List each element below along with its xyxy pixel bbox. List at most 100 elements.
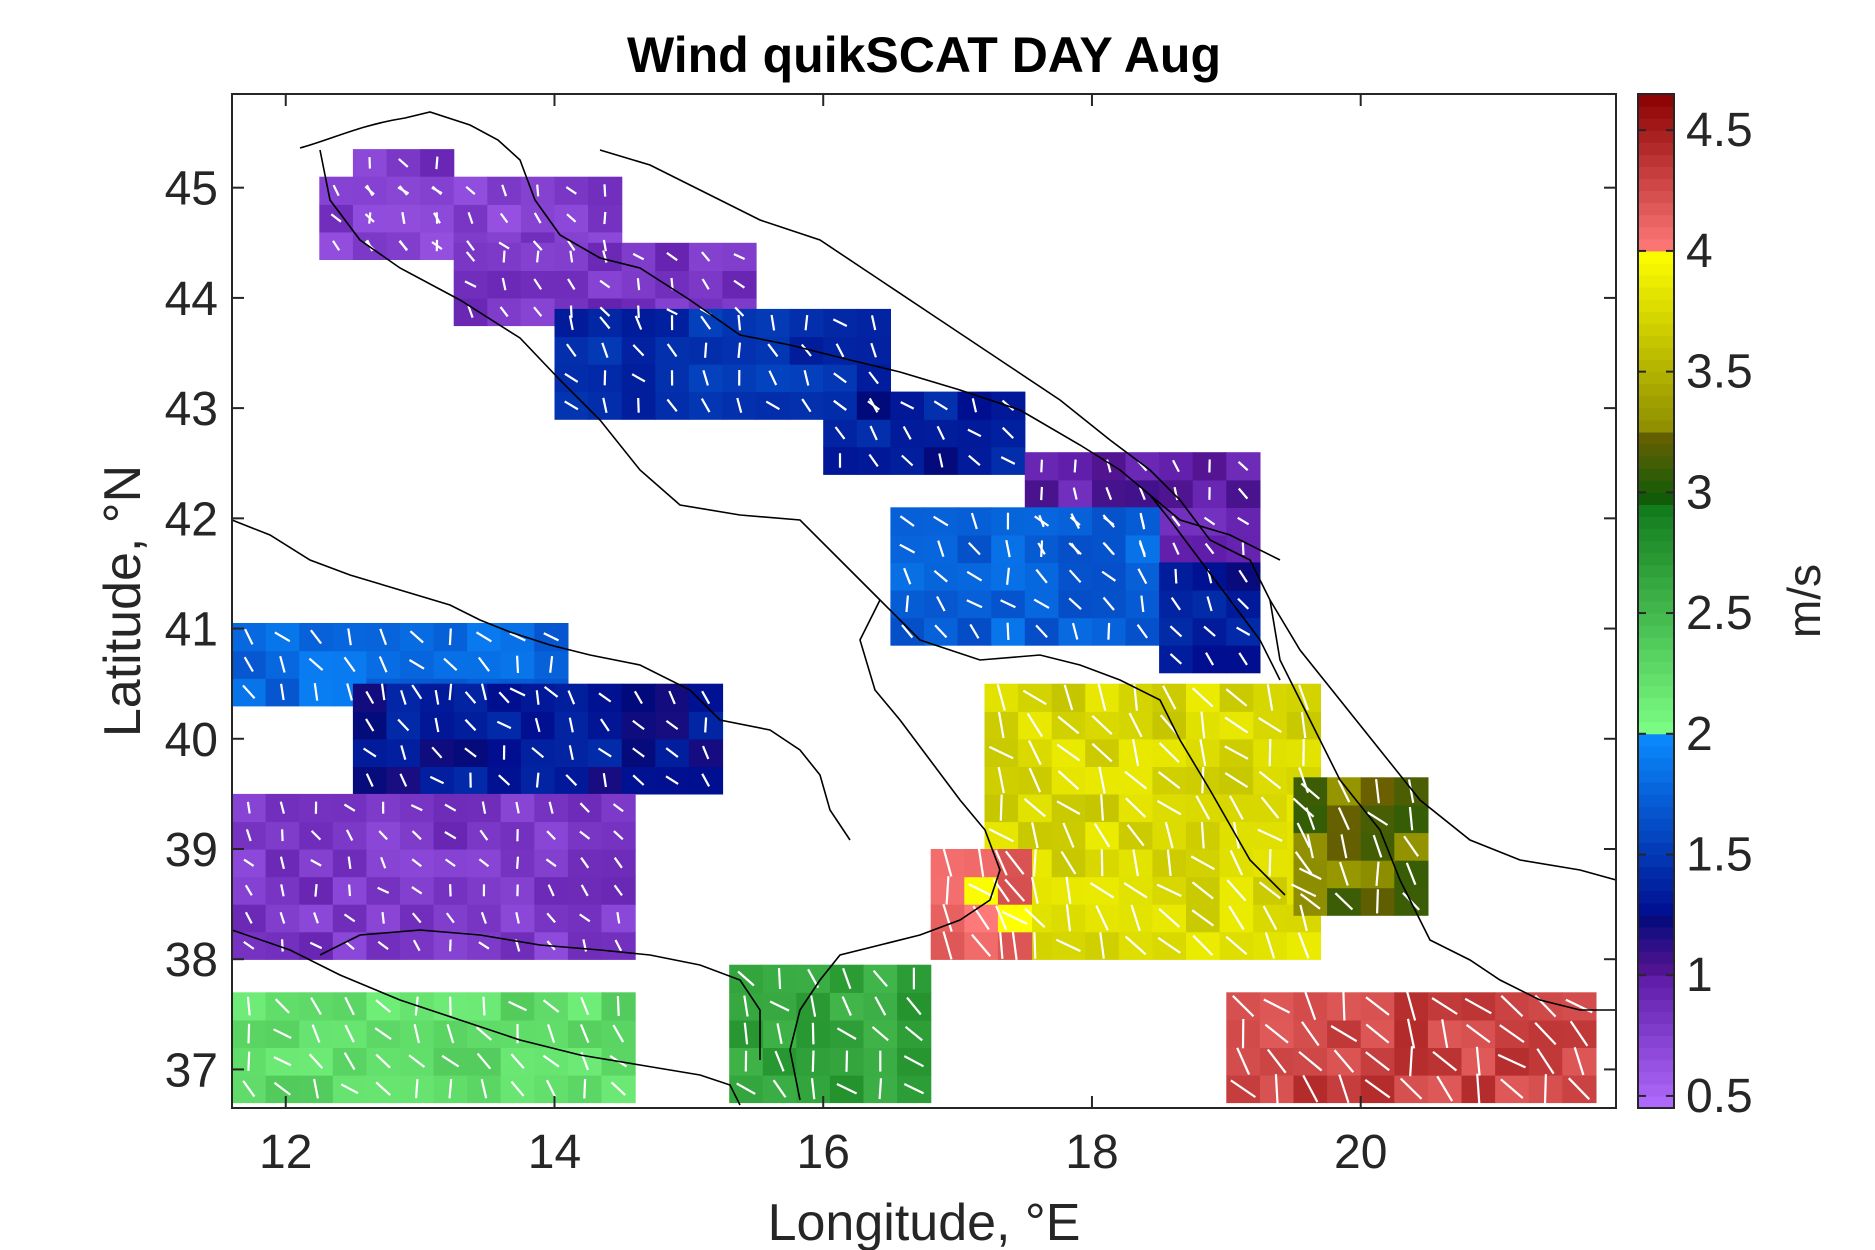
colorbar-step bbox=[1638, 311, 1674, 324]
x-tick-label: 18 bbox=[1065, 1126, 1118, 1179]
colorbar-tick-label: 2 bbox=[1686, 708, 1713, 761]
wind-arrow bbox=[813, 1051, 814, 1072]
colorbar-step bbox=[1638, 891, 1674, 904]
colorbar-step bbox=[1638, 541, 1674, 554]
wind-arrow bbox=[282, 829, 283, 841]
wind-arrow bbox=[605, 184, 606, 196]
x-axis-label: Longitude, °E bbox=[768, 1194, 1081, 1250]
wind-arrow bbox=[1343, 992, 1344, 1021]
chart-title: Wind quikSCAT DAY Aug bbox=[627, 27, 1221, 83]
colorbar-step bbox=[1638, 987, 1674, 1000]
wind-arrow bbox=[1545, 1074, 1546, 1103]
colorbar-step bbox=[1638, 456, 1674, 469]
colorbar-step bbox=[1638, 480, 1674, 493]
wind-arrow bbox=[436, 157, 437, 170]
colorbar-step bbox=[1638, 1011, 1674, 1024]
y-tick-label: 39 bbox=[165, 824, 218, 877]
colorbar-step bbox=[1638, 215, 1674, 228]
colorbar-step bbox=[1638, 275, 1674, 288]
colorbar-step bbox=[1638, 879, 1674, 892]
colorbar-step bbox=[1638, 1036, 1674, 1049]
colorbar-tick-label: 3 bbox=[1686, 466, 1713, 519]
wind-arrow bbox=[638, 398, 639, 413]
colorbar-step bbox=[1638, 432, 1674, 445]
wind-arrow bbox=[1243, 542, 1244, 555]
y-tick-label: 40 bbox=[165, 714, 218, 767]
colorbar-step bbox=[1638, 492, 1674, 505]
wind-arrow bbox=[779, 968, 780, 989]
wind-arrow bbox=[282, 939, 283, 951]
wind-arrow bbox=[450, 997, 451, 1016]
colorbar-step bbox=[1638, 625, 1674, 638]
colorbar-step bbox=[1638, 1060, 1674, 1073]
colorbar-step bbox=[1638, 1024, 1674, 1037]
colorbar-step bbox=[1638, 166, 1674, 179]
wind-arrow bbox=[537, 251, 538, 263]
colorbar-step bbox=[1638, 191, 1674, 204]
colorbar-step bbox=[1638, 734, 1674, 747]
colorbar-step bbox=[1638, 1072, 1674, 1085]
colorbar-step bbox=[1638, 396, 1674, 409]
colorbar-step bbox=[1638, 951, 1674, 964]
colorbar-step bbox=[1638, 1096, 1674, 1109]
wind-arrow bbox=[248, 1052, 249, 1071]
colorbar-step bbox=[1638, 335, 1674, 348]
wind-arrow bbox=[450, 629, 451, 646]
colorbar-step bbox=[1638, 1084, 1674, 1097]
x-tick-label: 12 bbox=[259, 1126, 312, 1179]
colorbar-step bbox=[1638, 963, 1674, 976]
wind-arrow bbox=[847, 1051, 848, 1072]
colorbar-step bbox=[1638, 420, 1674, 433]
colorbar-step bbox=[1638, 408, 1674, 421]
colorbar-step bbox=[1638, 468, 1674, 481]
wind-arrow bbox=[1270, 849, 1271, 876]
colorbar-step bbox=[1638, 686, 1674, 699]
colorbar-tick-label: 4.5 bbox=[1686, 104, 1753, 157]
colorbar-step bbox=[1638, 999, 1674, 1012]
colorbar-step bbox=[1638, 529, 1674, 542]
colorbar-step bbox=[1638, 239, 1674, 252]
colorbar-step bbox=[1638, 263, 1674, 276]
wind-arrow bbox=[1034, 932, 1035, 959]
colorbar-step bbox=[1638, 613, 1674, 626]
wind-arrow bbox=[1176, 569, 1177, 584]
colorbar-tick-label: 2.5 bbox=[1686, 587, 1753, 640]
colorbar-step bbox=[1638, 673, 1674, 686]
y-tick-label: 41 bbox=[165, 604, 218, 657]
wind-arrow bbox=[1075, 460, 1076, 473]
wind-arrow bbox=[1008, 623, 1009, 640]
wind-arrow bbox=[638, 306, 639, 318]
colorbar-step bbox=[1638, 565, 1674, 578]
colorbar-step bbox=[1638, 842, 1674, 855]
colorbar-step bbox=[1638, 130, 1674, 143]
colorbar-step bbox=[1638, 372, 1674, 385]
colorbar-step bbox=[1638, 806, 1674, 819]
colorbar-step bbox=[1638, 299, 1674, 312]
colorbar-step bbox=[1638, 927, 1674, 940]
y-tick-label: 44 bbox=[165, 273, 218, 326]
colorbar-step bbox=[1638, 649, 1674, 662]
colorbar-step bbox=[1638, 348, 1674, 361]
wind-arrow bbox=[416, 1079, 417, 1098]
wind-arrow bbox=[517, 857, 518, 869]
colorbar-step bbox=[1638, 698, 1674, 711]
colorbar-step bbox=[1638, 203, 1674, 216]
x-tick-label: 16 bbox=[797, 1126, 850, 1179]
colorbar-tick-label: 1.5 bbox=[1686, 829, 1753, 882]
colorbar-step bbox=[1638, 504, 1674, 517]
y-tick-label: 37 bbox=[165, 1044, 218, 1097]
wind-arrow bbox=[537, 773, 538, 788]
wind-arrow bbox=[1377, 889, 1378, 913]
colorbar-step bbox=[1638, 975, 1674, 988]
colorbar-step bbox=[1638, 915, 1674, 928]
wind-arrow bbox=[907, 596, 908, 613]
wind-arrow bbox=[349, 885, 350, 897]
colorbar-step bbox=[1638, 903, 1674, 916]
colorbar-step bbox=[1638, 179, 1674, 192]
colorbar-step bbox=[1638, 830, 1674, 843]
colorbar-step bbox=[1638, 227, 1674, 240]
wind-arrow bbox=[705, 343, 706, 358]
colorbar-step bbox=[1638, 939, 1674, 952]
wind-arrow bbox=[249, 1024, 250, 1044]
wind-arrow bbox=[315, 884, 316, 897]
